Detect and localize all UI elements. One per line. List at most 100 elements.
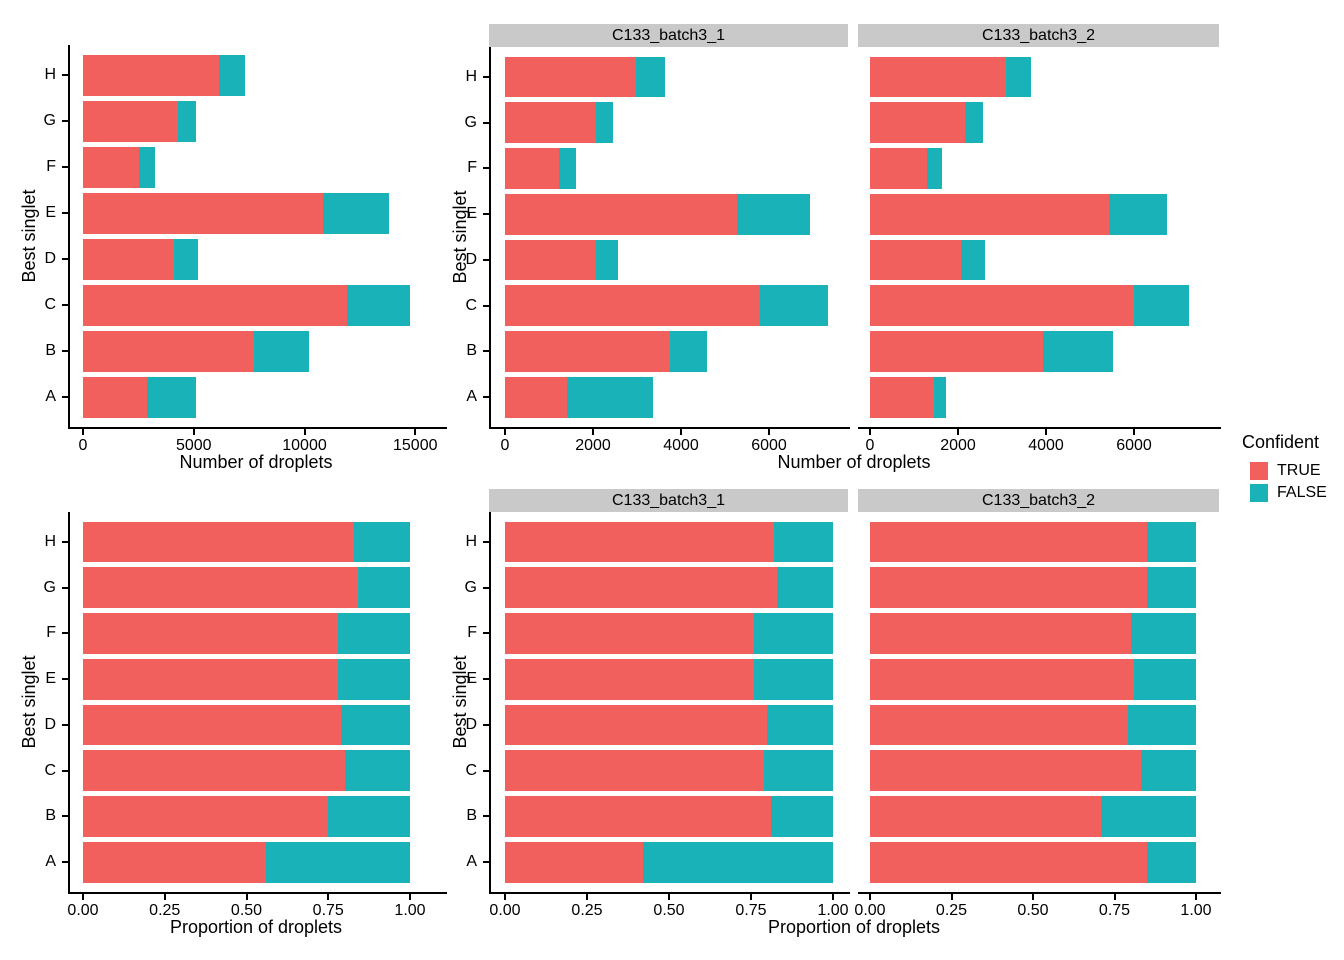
x-tick-label: 0.50	[230, 902, 263, 919]
y-tick-label: D	[44, 250, 56, 267]
y-tick-label: H	[44, 532, 56, 550]
bar-segment-true	[505, 376, 568, 418]
bar-segment-false	[338, 658, 410, 700]
bar-segment-false	[754, 658, 833, 700]
bar-segment-true	[83, 567, 358, 608]
legend-item-false: FALSE	[1250, 484, 1327, 502]
bar-segment-false	[266, 841, 410, 883]
bar-segment-true	[505, 841, 643, 883]
x-tick-mark	[869, 429, 871, 435]
bar-segment-false	[1134, 285, 1190, 326]
x-axis-line	[489, 427, 850, 429]
x-axis-title: Proportion of droplets	[767, 917, 941, 937]
bar-segment-false	[174, 238, 198, 280]
y-axis-title: Best singlet	[450, 190, 470, 284]
bar-segment-true	[83, 146, 140, 188]
y-tick-label: A	[45, 853, 56, 871]
x-tick-label: 0	[865, 437, 875, 454]
y-tick-mark	[483, 723, 489, 726]
y-tick-mark	[483, 258, 489, 261]
bar-segment-false	[1147, 521, 1196, 563]
bar-segment-true	[870, 841, 1148, 883]
x-tick-mark	[592, 429, 594, 435]
x-tick-label: 0	[500, 437, 510, 454]
y-tick-mark	[62, 74, 68, 76]
x-axis-title: Proportion of droplets	[169, 917, 343, 937]
y-tick-label: A	[466, 388, 477, 406]
y-tick-label: H	[465, 532, 477, 550]
legend-swatch-true-icon	[1250, 462, 1268, 480]
x-tick-label: 0.50	[653, 902, 685, 919]
bar-segment-true	[505, 750, 765, 791]
bar-segment-true	[83, 658, 339, 700]
x-tick-label: 1.00	[817, 902, 849, 919]
y-tick-label: A	[45, 388, 56, 405]
y-axis-line	[68, 512, 70, 894]
bar-segment-true	[505, 331, 670, 372]
bar-segment-false	[1130, 613, 1196, 654]
x-tick-mark	[768, 429, 770, 435]
bar-segment-false	[1042, 331, 1113, 372]
y-tick-label: B	[466, 342, 477, 360]
bar-segment-false	[1147, 567, 1196, 608]
y-tick-mark	[62, 396, 68, 398]
bar-segment-false	[357, 567, 410, 608]
bar-segment-true	[870, 521, 1148, 563]
bar-segment-true	[83, 238, 175, 280]
bar-segment-false	[777, 567, 833, 608]
bar-segment-false	[177, 100, 196, 142]
y-tick-mark	[62, 723, 68, 726]
bar-segment-true	[505, 658, 755, 700]
x-axis-line	[858, 427, 1221, 429]
y-tick-label: C	[465, 761, 477, 779]
bar-segment-false	[965, 102, 983, 143]
bar-segment-false	[1147, 841, 1196, 883]
y-tick-mark	[483, 396, 489, 399]
y-tick-mark	[62, 540, 68, 543]
x-tick-mark	[750, 894, 752, 900]
bar-segment-false	[322, 192, 389, 234]
bar-segment-false	[759, 285, 828, 326]
bar-segment-true	[505, 796, 771, 837]
bar-segment-true	[870, 331, 1043, 372]
y-tick-mark	[62, 212, 68, 214]
x-tick-mark	[1045, 429, 1047, 435]
y-tick-label: F	[46, 158, 56, 175]
y-tick-mark	[483, 678, 489, 681]
x-tick-label: 1.00	[1180, 902, 1212, 919]
x-tick-mark	[327, 894, 330, 900]
bar-segment-true	[505, 193, 737, 235]
bar-segment-true	[83, 796, 329, 837]
x-tick-label: 0.25	[571, 902, 603, 919]
y-tick-mark	[483, 586, 489, 589]
bar-segment-true	[870, 796, 1102, 837]
bar-segment-false	[642, 841, 833, 883]
bar-segment-false	[219, 54, 245, 96]
bar-segment-false	[1101, 796, 1196, 837]
y-tick-mark	[62, 120, 68, 122]
x-tick-label: 4000	[1028, 437, 1064, 454]
x-tick-mark	[1113, 894, 1116, 900]
y-tick-label: G	[464, 113, 477, 131]
x-tick-mark	[192, 429, 195, 435]
bar-segment-false	[147, 376, 196, 418]
bar-segment-true	[505, 102, 596, 143]
y-tick-mark	[62, 678, 68, 681]
bar-segment-false	[595, 102, 614, 143]
bar-segment-false	[635, 56, 665, 98]
y-tick-label: E	[45, 670, 56, 688]
x-tick-mark	[1032, 894, 1034, 900]
x-tick-mark	[869, 894, 871, 900]
bar-segment-false	[1140, 750, 1196, 791]
y-tick-mark	[483, 861, 489, 864]
legend-label-true: TRUE	[1277, 462, 1321, 479]
bar-segment-true	[870, 613, 1131, 654]
bar-segment-true	[870, 102, 966, 143]
bar-segment-true	[870, 285, 1135, 326]
y-tick-mark	[483, 167, 489, 170]
bar-segment-false	[595, 239, 618, 281]
bar-segment-true	[870, 750, 1141, 791]
bar-segment-true	[505, 613, 755, 654]
facet-strip-label: C133_batch3_1	[489, 489, 848, 512]
